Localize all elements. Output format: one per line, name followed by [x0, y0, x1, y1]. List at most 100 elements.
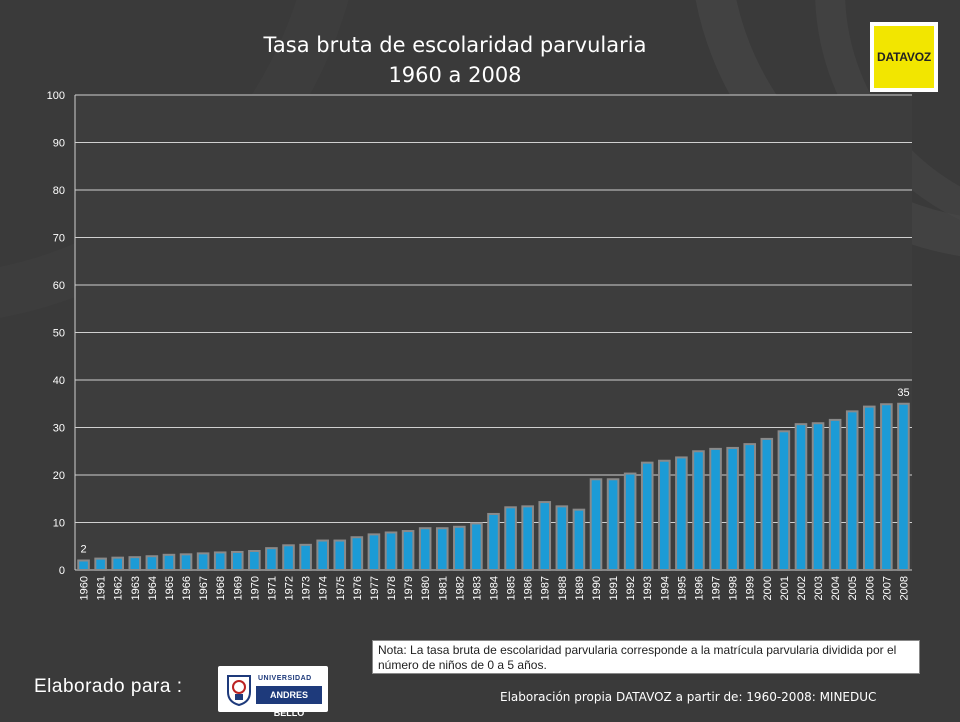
bar [248, 550, 261, 571]
x-tick-label: 1993 [642, 576, 654, 600]
bar [880, 403, 893, 571]
bar [538, 501, 552, 572]
x-tick-label: 1975 [335, 576, 347, 600]
chart-note: Nota: La tasa bruta de escolaridad parvu… [372, 640, 920, 674]
x-tick-label: 1983 [471, 576, 483, 600]
x-tick-label: 1986 [523, 576, 535, 600]
bar [77, 559, 90, 571]
y-tick-label: 70 [53, 233, 65, 245]
bar [897, 402, 910, 571]
bar [572, 508, 586, 571]
x-tick-label: 2006 [864, 576, 876, 600]
x-tick-label: 2004 [830, 576, 842, 600]
x-tick-label: 1987 [540, 576, 552, 600]
x-tick-label: 1989 [574, 576, 586, 600]
university-label: UNIVERSIDAD [258, 675, 312, 682]
x-tick-label: 1981 [437, 576, 449, 600]
x-tick-label: 1961 [96, 576, 108, 600]
bar [811, 422, 825, 571]
bar [128, 556, 142, 571]
bar [863, 405, 876, 571]
bar [453, 525, 466, 572]
bar [333, 539, 347, 571]
bar [845, 410, 859, 571]
x-tick-label: 1982 [454, 576, 466, 600]
bar [230, 550, 244, 572]
bar [828, 418, 842, 571]
bar [162, 553, 176, 571]
elaborado-label: Elaborado para : [34, 676, 183, 697]
bar [555, 505, 569, 572]
bar [111, 556, 124, 572]
bar [282, 544, 295, 571]
bar [675, 456, 688, 571]
datavoz-logo-text: DATAVOZ [877, 50, 931, 64]
y-tick-label: 40 [53, 375, 65, 387]
y-tick-label: 80 [53, 185, 65, 197]
x-tick-label: 1970 [249, 576, 261, 600]
bar [658, 459, 671, 571]
chart-title-line2: 1960 a 2008 [388, 63, 522, 87]
university-emblem-icon [227, 675, 251, 706]
bar [709, 447, 722, 571]
source-text: Elaboración propia DATAVOZ a partir de: … [500, 690, 877, 704]
y-tick-label: 30 [53, 423, 65, 435]
bar [265, 547, 278, 572]
x-tick-label: 1964 [147, 576, 159, 600]
x-tick-label: 1973 [301, 576, 313, 600]
x-tick-label: 1996 [693, 576, 705, 600]
data-label: 2 [80, 544, 86, 556]
bar [384, 531, 398, 571]
x-tick-label: 1978 [386, 576, 398, 600]
datavoz-logo: DATAVOZ [870, 22, 938, 92]
x-tick-label: 1979 [403, 576, 415, 600]
bar [743, 443, 757, 571]
x-tick-label: 1998 [728, 576, 740, 600]
bar [640, 461, 654, 571]
bar-chart: 0 10 20 30 40 50 60 70 80 90 100 1960 1961 1962 1963 19… [47, 90, 912, 600]
bar [794, 423, 808, 571]
bar [521, 505, 534, 572]
x-tick-label: 1963 [130, 576, 142, 600]
y-tick-label: 0 [59, 565, 65, 577]
x-tick-label: 2003 [813, 576, 825, 600]
bar [470, 522, 483, 572]
x-tick-label: 2001 [779, 576, 791, 600]
x-tick-label: 1968 [215, 576, 227, 600]
x-tick-label: 1997 [711, 576, 723, 600]
bar [692, 450, 705, 571]
y-tick-label: 90 [53, 138, 65, 150]
bar [435, 527, 449, 572]
x-tick-label: 1977 [369, 576, 381, 600]
bar [777, 430, 791, 571]
y-tick-label: 50 [53, 328, 65, 340]
x-tick-label: 1992 [625, 576, 637, 600]
y-tick-label: 10 [53, 518, 65, 530]
university-name: ANDRES BELLO [256, 686, 322, 718]
bar [504, 506, 517, 571]
bar [196, 552, 210, 571]
datavoz-logo-mark: DATAVOZ [874, 26, 934, 88]
bar [487, 512, 500, 572]
x-tick-label: 1984 [489, 576, 501, 600]
bar [589, 478, 603, 571]
x-tick-label: 1960 [79, 576, 91, 600]
x-tick-label: 1969 [232, 576, 244, 600]
x-tick-label: 1972 [284, 576, 296, 600]
x-tick-label: 2005 [847, 576, 859, 600]
bar [145, 555, 159, 571]
x-tick-label: 1980 [420, 576, 432, 600]
x-tick-label: 1976 [352, 576, 364, 600]
bar [213, 551, 227, 571]
x-tick-label: 1965 [164, 576, 176, 600]
x-tick-label: 1991 [608, 576, 620, 600]
bar [94, 557, 107, 571]
bar [350, 536, 364, 571]
x-tick-label: 1971 [266, 576, 278, 600]
bar [760, 437, 774, 571]
bar [179, 553, 193, 572]
x-tick-label: 1974 [318, 576, 330, 600]
x-tick-label: 1962 [113, 576, 125, 600]
x-tick-label: 2000 [762, 576, 774, 600]
x-tick-label: 1990 [591, 576, 603, 600]
